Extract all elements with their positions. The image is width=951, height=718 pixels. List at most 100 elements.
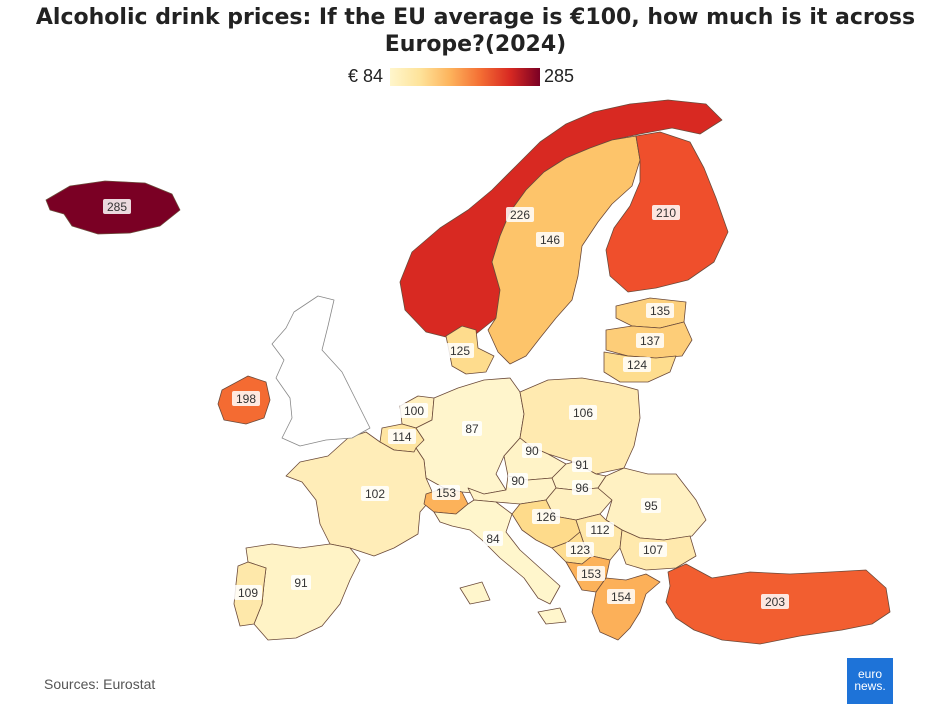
value-label-portugal: 109 (234, 585, 262, 600)
value-label-text: 125 (450, 344, 470, 358)
value-label-denmark: 125 (446, 343, 474, 358)
value-label-bg (103, 199, 131, 214)
value-label-text: 91 (294, 576, 308, 590)
value-label-bg (291, 575, 311, 590)
value-label-bg (508, 473, 528, 488)
value-label-italy: 84 (483, 531, 503, 546)
value-label-text: 84 (486, 532, 500, 546)
value-label-text: 154 (611, 590, 631, 604)
logo-line-1: euro (857, 667, 883, 681)
value-label-bosnia: 123 (566, 542, 594, 557)
value-label-belgium: 114 (388, 429, 416, 444)
value-label-bg (566, 542, 594, 557)
region-italy (433, 499, 567, 625)
value-label-text: 153 (436, 486, 456, 500)
value-label-bg (577, 566, 605, 581)
value-label-bg (636, 333, 664, 348)
value-label-bg (234, 585, 262, 600)
value-label-poland: 106 (569, 405, 597, 420)
value-label-slovakia: 91 (572, 457, 592, 472)
value-label-bg (388, 429, 416, 444)
value-label-montenegro_albania: 153 (577, 566, 605, 581)
value-label-text: 91 (575, 458, 589, 472)
value-label-text: 87 (465, 422, 479, 436)
value-label-bg (607, 589, 635, 604)
value-label-text: 95 (644, 499, 658, 513)
value-label-germany: 87 (462, 421, 482, 436)
value-label-bg (400, 403, 428, 418)
value-label-bg (361, 486, 389, 501)
value-label-slovenia_croatia: 126 (532, 509, 560, 524)
region-france (285, 431, 435, 557)
value-label-text: 90 (511, 474, 525, 488)
value-label-bg (432, 485, 460, 500)
region-uk (271, 295, 371, 447)
value-label-bg (646, 303, 674, 318)
value-label-bg (639, 542, 667, 557)
value-label-bg (462, 421, 482, 436)
value-label-norway: 226 (506, 207, 534, 222)
value-label-bg (572, 457, 592, 472)
value-label-text: 203 (765, 595, 785, 609)
value-label-bg (506, 207, 534, 222)
value-label-text: 124 (627, 358, 647, 372)
value-label-text: 102 (365, 487, 385, 501)
region-sweden (487, 135, 641, 365)
value-label-bg (641, 498, 661, 513)
value-label-sweden: 146 (536, 232, 564, 247)
value-label-ireland: 198 (232, 391, 260, 406)
value-label-netherlands: 100 (400, 403, 428, 418)
value-label-spain: 91 (291, 575, 311, 590)
value-label-text: 210 (656, 206, 676, 220)
chart-title: Alcoholic drink prices: If the EU averag… (35, 5, 916, 57)
value-label-bg (623, 357, 651, 372)
value-label-text: 123 (570, 543, 590, 557)
value-label-text: 226 (510, 208, 530, 222)
value-label-bg (569, 405, 597, 420)
value-label-text: 96 (575, 481, 589, 495)
value-label-latvia: 137 (636, 333, 664, 348)
value-label-text: 107 (643, 543, 663, 557)
value-label-czechia: 90 (522, 443, 542, 458)
logo-line-2: news. (854, 679, 886, 693)
value-label-text: 135 (650, 304, 670, 318)
source-note: Sources: Eurostat (44, 676, 156, 692)
value-label-bulgaria: 107 (639, 542, 667, 557)
value-label-text: 285 (107, 200, 127, 214)
value-label-bg (232, 391, 260, 406)
legend-gradient-bar (390, 68, 540, 86)
value-label-text: 146 (540, 233, 560, 247)
value-label-text: 153 (581, 567, 601, 581)
value-label-text: 106 (573, 406, 593, 420)
value-label-bg (522, 443, 542, 458)
value-label-turkey: 203 (761, 594, 789, 609)
legend-min-label: € 84 (348, 66, 384, 86)
value-label-serbia: 112 (586, 522, 614, 537)
value-label-bg (761, 594, 789, 609)
value-label-france: 102 (361, 486, 389, 501)
value-label-text: 90 (525, 444, 539, 458)
value-label-text: 126 (536, 510, 556, 524)
value-label-text: 100 (404, 404, 424, 418)
value-label-austria: 90 (508, 473, 528, 488)
value-label-finland: 210 (652, 205, 680, 220)
value-label-bg (532, 509, 560, 524)
value-label-iceland: 285 (103, 199, 131, 214)
value-label-text: 112 (590, 523, 609, 537)
legend-max-label: 285 (544, 66, 575, 86)
value-label-text: 198 (236, 392, 256, 406)
euronews-logo: euro news. (847, 658, 893, 704)
value-label-hungary: 96 (572, 480, 592, 495)
value-label-bg (536, 232, 564, 247)
value-label-text: 114 (392, 430, 411, 444)
value-label-bg (652, 205, 680, 220)
value-label-bg (586, 522, 614, 537)
value-label-switzerland: 153 (432, 485, 460, 500)
value-label-bg (572, 480, 592, 495)
value-label-lithuania: 124 (623, 357, 651, 372)
value-label-romania: 95 (641, 498, 661, 513)
value-label-bg (483, 531, 503, 546)
value-label-bg (446, 343, 474, 358)
value-label-text: 109 (238, 586, 258, 600)
